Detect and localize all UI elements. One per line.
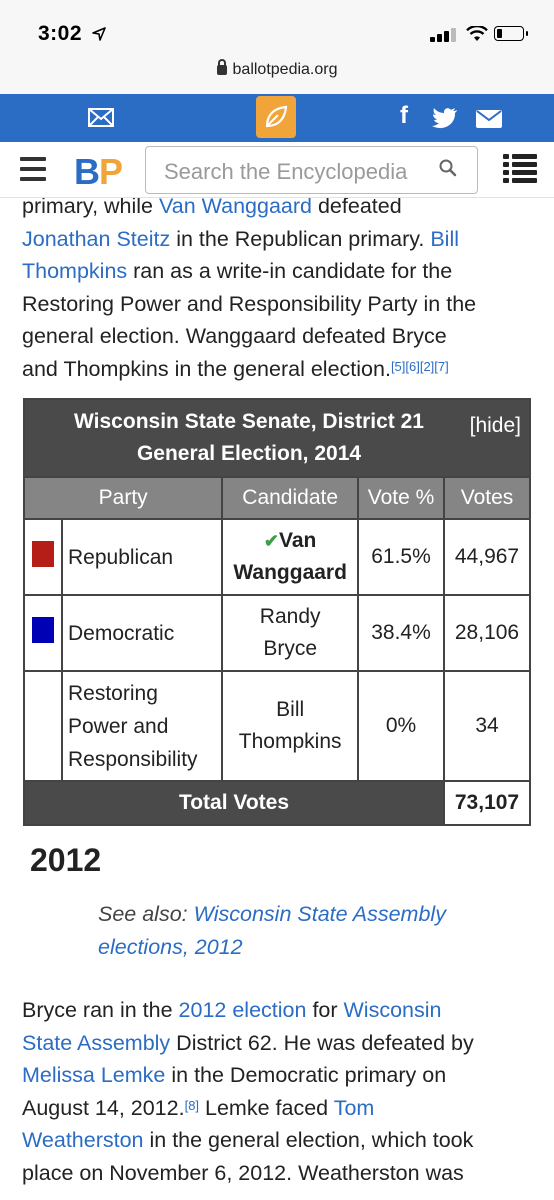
paragraph-2012: Bryce ran in the 2012 election for Wisco… [22, 998, 474, 1185]
header-votes: Votes [443, 476, 531, 520]
see-also-note: See also: Wisconsin State Assembly elect… [98, 902, 446, 959]
location-arrow-icon [92, 27, 106, 41]
party-name: Restoring Power and Responsibility [60, 670, 224, 782]
url-text[interactable]: ballotpedia.org [232, 61, 338, 78]
clock-time: 3:02 [38, 22, 83, 45]
envelope-icon[interactable] [476, 108, 502, 129]
link-state-assembly[interactable]: State Assembly [22, 1030, 171, 1055]
site-header: BP Search the Encyclopedia [0, 142, 554, 198]
vote-percent: 38.4% [357, 594, 445, 672]
ballotpedia-logo[interactable]: BP [74, 151, 123, 192]
link-thompkins[interactable]: Thompkins [22, 259, 128, 283]
table-row: Restoring Power and Responsibility Bill … [23, 670, 531, 782]
party-color-swatch [32, 710, 54, 736]
link-wisconsin[interactable]: Wisconsin [343, 998, 442, 1022]
header-party: Party [22, 476, 224, 520]
link-tom-weatherston[interactable]: Tom [333, 1095, 375, 1120]
party-color-swatch [32, 617, 54, 643]
menu-icon[interactable] [20, 157, 46, 181]
winner-check-icon: ✔ [263, 531, 280, 551]
search-input[interactable]: Search the Encyclopedia [145, 146, 478, 194]
cellular-signal-icon [430, 28, 460, 42]
table-title: Wisconsin State Senate, District 21 Gene… [23, 398, 531, 478]
candidate-cell[interactable]: Randy Bryce [221, 594, 359, 672]
vote-percent: 61.5% [357, 518, 445, 596]
link-van-wanggaard[interactable]: Van Wanggaard [159, 194, 312, 218]
vote-percent: 0% [357, 670, 445, 782]
link-bill-thompkins[interactable]: Bill [430, 226, 460, 251]
election-results-table: Wisconsin State Senate, District 21 Gene… [22, 398, 531, 826]
party-name: Republican [60, 518, 224, 596]
lock-icon [216, 59, 227, 75]
browser-url-bar[interactable]: ballotpedia.org [0, 59, 554, 94]
party-name: Democratic [60, 594, 224, 672]
link-2012-election[interactable]: 2012 election [178, 998, 307, 1022]
total-label: Total Votes [23, 780, 445, 826]
total-row: Total Votes 73,107 [23, 780, 531, 826]
twitter-icon[interactable] [432, 107, 458, 129]
link-weatherston[interactable]: Weatherston [22, 1128, 144, 1152]
status-bar: 3:02 [0, 0, 554, 60]
intro-paragraph: primary, while Van Wanggaard defeated Jo… [22, 194, 477, 381]
see-also-link[interactable]: Wisconsin State Assembly [193, 902, 446, 926]
link-jonathan-steitz[interactable]: Jonathan Steitz [22, 226, 171, 251]
header-vote-pct: Vote % [357, 476, 445, 520]
list-icon[interactable] [503, 152, 537, 184]
battery-level [497, 29, 502, 38]
search-icon[interactable] [439, 159, 457, 177]
site-banner: f [0, 94, 554, 142]
see-also-link-cont[interactable]: elections, 2012 [98, 934, 243, 959]
table-row: Democratic Randy Bryce 38.4% 28,106 [23, 594, 531, 672]
vote-count: 28,106 [443, 594, 531, 672]
battery-icon [494, 26, 528, 41]
table-row: Republican ✔Van Wanggaard 61.5% 44,967 [23, 518, 531, 596]
link-melissa-lemke[interactable]: Melissa Lemke [22, 1063, 166, 1087]
candidate-cell[interactable]: ✔Van Wanggaard [221, 518, 359, 596]
leaf-icon[interactable] [256, 96, 296, 138]
candidate-cell[interactable]: Bill Thompkins [221, 670, 359, 782]
section-heading-2012: 2012 [30, 842, 102, 878]
reference-link[interactable]: [8] [184, 1097, 200, 1113]
party-color-swatch [32, 541, 54, 567]
wifi-icon [466, 26, 488, 41]
search-placeholder: Search the Encyclopedia [164, 159, 408, 184]
total-votes: 73,107 [443, 780, 531, 826]
vote-count: 44,967 [443, 518, 531, 596]
header-candidate: Candidate [221, 476, 359, 520]
hide-toggle[interactable]: [hide] [469, 414, 521, 437]
reference-links[interactable]: [5][6][2][7] [390, 358, 449, 374]
facebook-icon[interactable]: f [400, 102, 408, 129]
vote-count: 34 [443, 670, 531, 782]
mail-icon[interactable] [88, 108, 114, 127]
